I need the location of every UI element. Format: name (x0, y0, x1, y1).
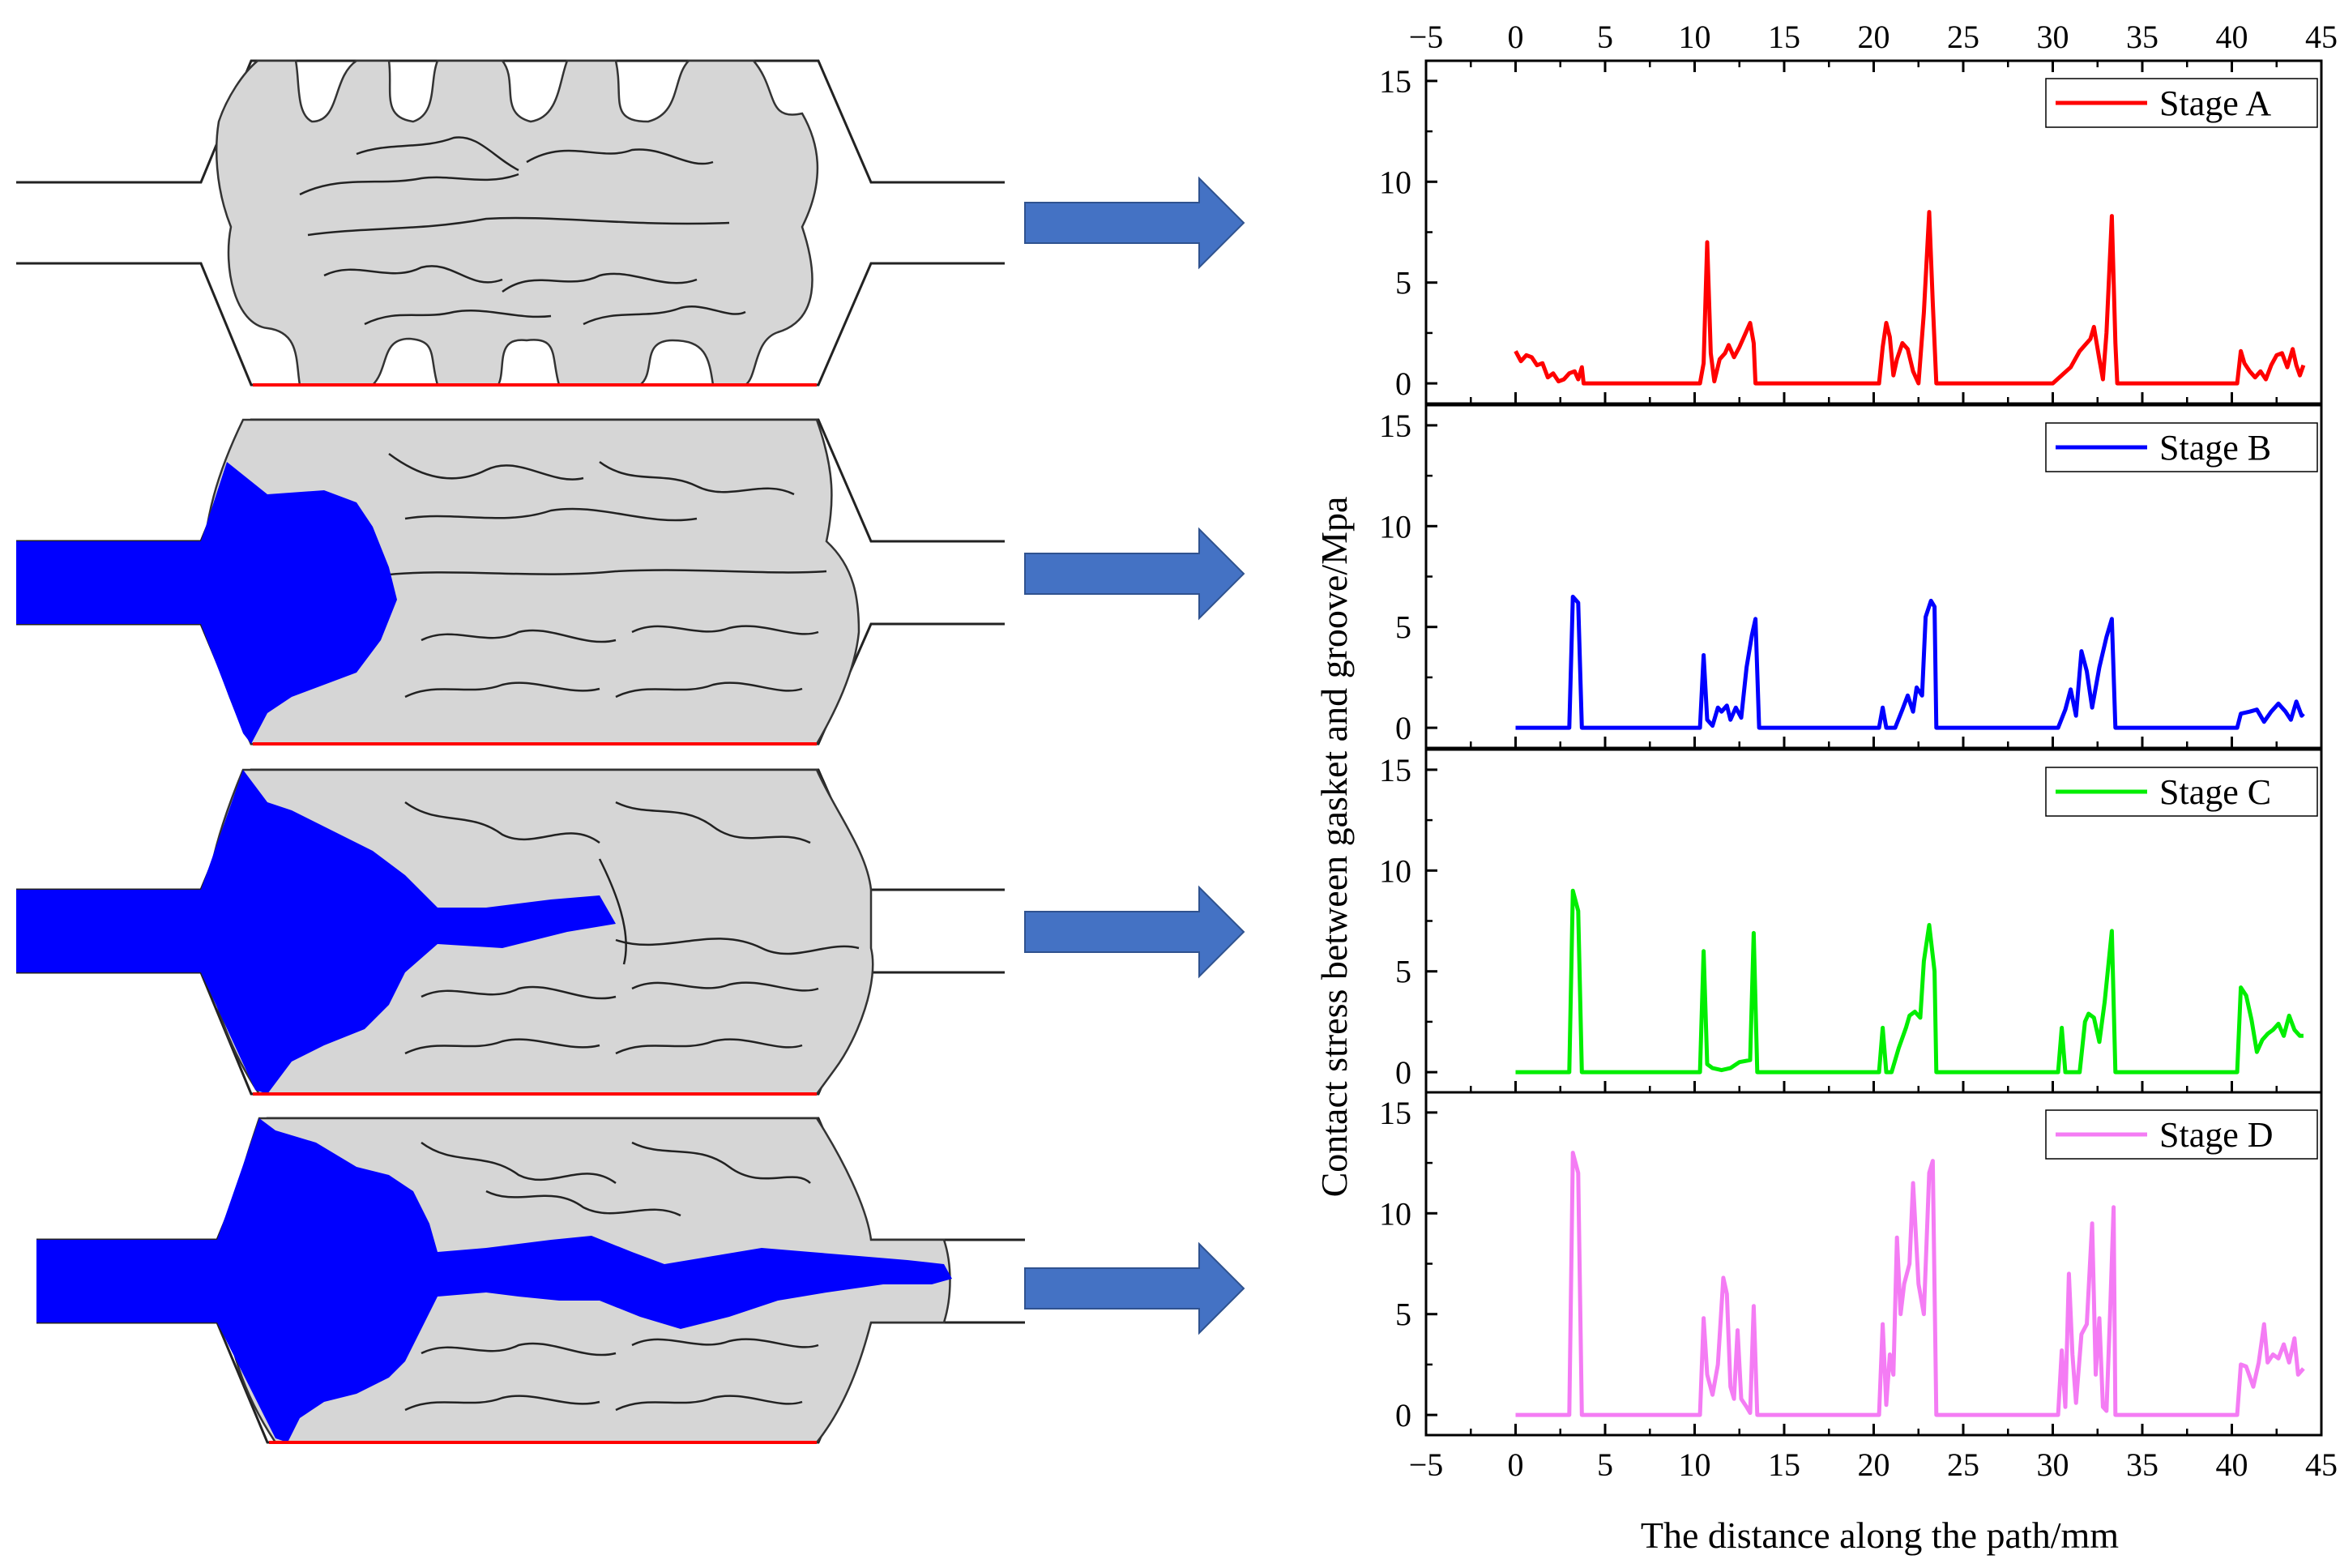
x-tick-label: 30 (2037, 1446, 2069, 1483)
y-tick-label: 5 (1395, 265, 1411, 301)
x-tick-label: 20 (1858, 1446, 1890, 1483)
x-tick-label-top: 30 (2037, 19, 2069, 55)
x-tick-label-top: 40 (2216, 19, 2248, 55)
schematic-stage-c (16, 768, 1005, 1096)
legend-label: Stage A (2159, 83, 2271, 123)
x-tick-label: 35 (2126, 1446, 2159, 1483)
chart-area: 0 5 10 15 −5 0 5 10 15 20 25 30 35 40 45 Stage A 0 5 10 15 S… (1379, 19, 2338, 1483)
groove-outline (16, 59, 1005, 184)
legend-label: Stage C (2159, 772, 2271, 812)
fluid-intrusion (16, 462, 397, 744)
x-tick-label: 10 (1679, 1446, 1711, 1483)
x-tick-label: −5 (1409, 1446, 1444, 1483)
y-tick-label: 15 (1379, 408, 1411, 444)
y-tick-label: 0 (1395, 365, 1411, 402)
x-tick-label-top: 35 (2126, 19, 2159, 55)
x-tick-label-top: 20 (1858, 19, 1890, 55)
x-tick-label: 45 (2305, 1446, 2338, 1483)
x-tick-label: 5 (1597, 1446, 1613, 1483)
schematic-stage-d (36, 1117, 1025, 1444)
y-tick-label: 10 (1379, 852, 1411, 889)
y-tick-label: 15 (1379, 752, 1411, 788)
gasket-schematics (16, 59, 1025, 1444)
x-tick-label-top: −5 (1409, 19, 1444, 55)
x-tick-label: 0 (1508, 1446, 1524, 1483)
y-tick-label: 10 (1379, 1195, 1411, 1232)
y-tick-label: 10 (1379, 164, 1411, 200)
fold-lines (380, 452, 827, 699)
y-axis-title: Contact stress between gasket and groove… (1313, 497, 1355, 1198)
chart-panel-2: 0 5 10 15 Stage B (1379, 404, 2323, 750)
y-tick-label: 0 (1395, 1397, 1411, 1433)
x-tick-label-top: 45 (2305, 19, 2338, 55)
fluid-intrusion (16, 770, 616, 1094)
series-line-3 (1515, 888, 2304, 1075)
chart-panel-1: 0 5 10 15 −5 0 5 10 15 20 25 30 35 40 45 Stage A (1379, 19, 2338, 405)
y-tick-label: 15 (1379, 1095, 1411, 1131)
fold-lines (404, 801, 860, 1055)
schematic-stage-a (16, 59, 1005, 387)
arrows (1024, 176, 1245, 1335)
y-tick-label: 15 (1379, 63, 1411, 100)
x-tick-label-top: 0 (1508, 19, 1524, 55)
y-tick-label: 0 (1395, 1054, 1411, 1091)
x-tick-label-top: 5 (1597, 19, 1613, 55)
fluid-intrusion (36, 1118, 952, 1442)
fold-lines (404, 1141, 819, 1412)
arrow (1024, 176, 1245, 270)
gasket-body (215, 59, 819, 387)
x-tick-label-top: 15 (1768, 19, 1800, 55)
x-tick-label-top: 25 (1947, 19, 1979, 55)
x-tick-label-top: 10 (1679, 19, 1711, 55)
y-tick-label: 0 (1395, 710, 1411, 746)
y-tick-label: 5 (1395, 1297, 1411, 1333)
x-tick-label: 25 (1947, 1446, 1979, 1483)
arrow (1024, 1241, 1245, 1335)
arrow (1024, 527, 1245, 621)
chart-panel-4: 0 5 10 15 −5 0 5 10 15 20 25 30 35 40 45 Stage D (1379, 1091, 2338, 1483)
x-tick-label: 40 (2216, 1446, 2248, 1483)
x-tick-label: 15 (1768, 1446, 1800, 1483)
schematic-stage-b (16, 418, 1005, 746)
series-line-4 (1515, 1151, 2305, 1417)
chart-panel-3: 0 5 10 15 Stage C (1379, 748, 2323, 1094)
legend-label: Stage D (2159, 1115, 2274, 1155)
y-tick-label: 5 (1395, 954, 1411, 990)
x-axis-title: The distance along the path/mm (1641, 1515, 2119, 1556)
series-line-2 (1515, 594, 2305, 730)
y-tick-label: 10 (1379, 508, 1411, 545)
series-line-1 (1514, 210, 2306, 386)
fold-lines (299, 136, 746, 326)
y-tick-label: 5 (1395, 609, 1411, 646)
legend-label: Stage B (2159, 428, 2271, 468)
arrow (1024, 885, 1245, 979)
